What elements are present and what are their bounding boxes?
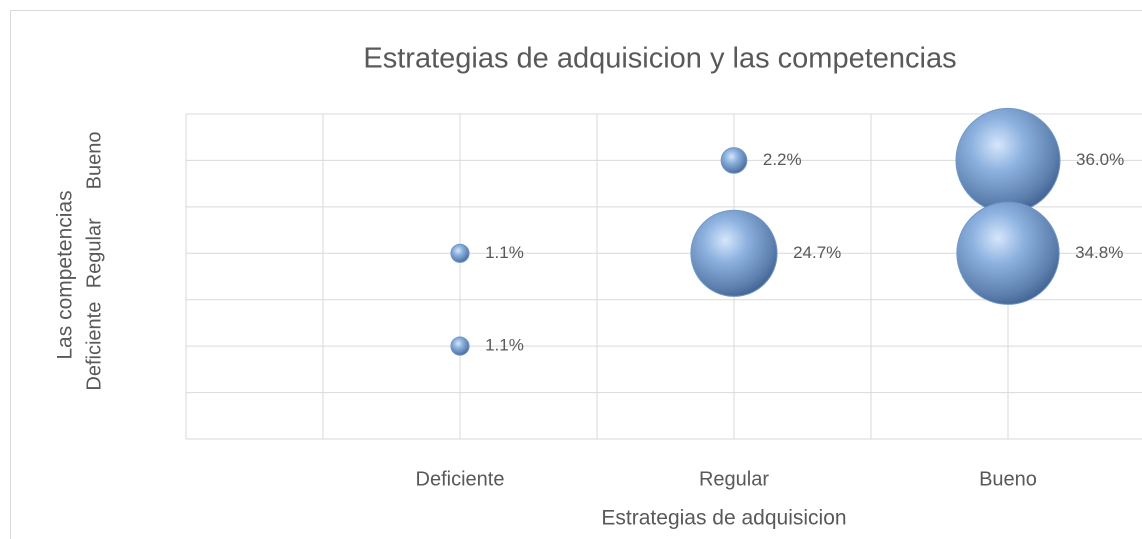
- data-label: 1.1%: [485, 336, 524, 355]
- data-label: 34.8%: [1075, 243, 1123, 262]
- chart-title: Estrategias de adquisicion y las compete…: [363, 43, 956, 75]
- bubble: [720, 147, 748, 174]
- bubble: [690, 209, 778, 297]
- data-label: 24.7%: [793, 243, 841, 262]
- y-tick-label: Regular: [83, 218, 105, 288]
- chart-border: [10, 10, 1142, 539]
- bubble: [450, 336, 470, 356]
- x-tick-label: Regular: [699, 468, 769, 490]
- y-axis-title: Las competencias: [54, 190, 77, 359]
- bubble: [450, 243, 470, 263]
- x-tick-label: Bueno: [979, 468, 1037, 490]
- bubble: [955, 107, 1061, 213]
- data-label: 36.0%: [1076, 150, 1124, 169]
- data-label: 1.1%: [485, 243, 524, 262]
- y-tick-label: Deficiente: [83, 302, 105, 391]
- x-tick-label: Deficiente: [416, 468, 505, 490]
- x-axis-title: Estrategias de adquisicion: [601, 507, 846, 530]
- data-label: 2.2%: [763, 150, 802, 169]
- bubble: [956, 201, 1060, 305]
- y-tick-label: Bueno: [83, 132, 105, 190]
